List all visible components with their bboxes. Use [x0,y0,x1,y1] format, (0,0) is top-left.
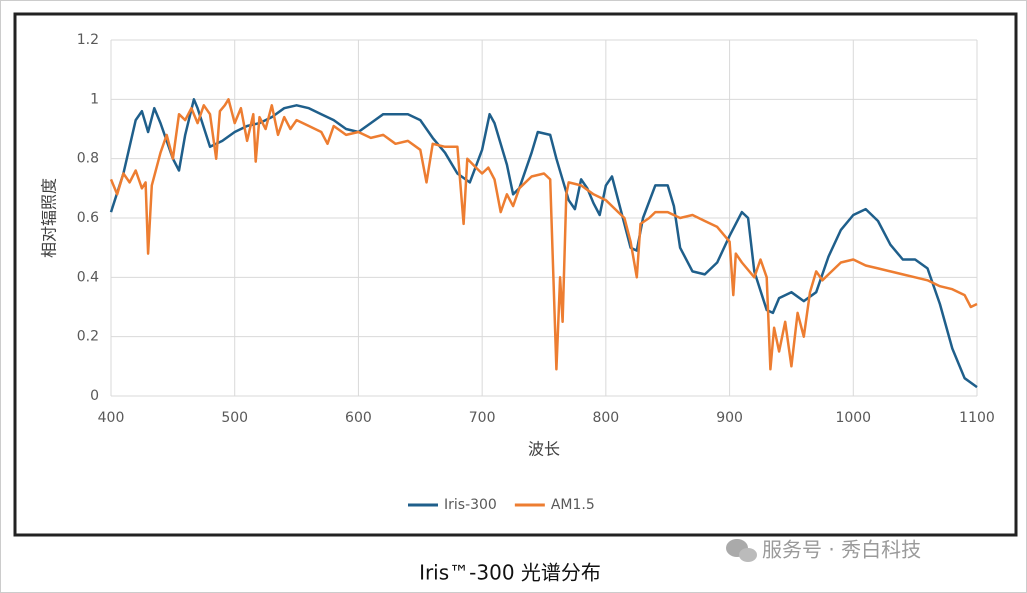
y-tick-label: 0.8 [77,151,99,167]
y-tick-label: 0.2 [77,329,99,345]
watermark-icon [726,539,757,562]
y-tick-label: 0.6 [77,210,99,226]
chart-frame [13,12,1018,537]
plot-area: 0 0.2 0.4 0.6 0.8 1 1.2 400 500 600 700 800 900 1000 1… [77,32,995,513]
x-tick-label: 1100 [959,410,995,426]
x-tick-label: 700 [469,410,496,426]
legend-label: AM1.5 [551,497,595,513]
x-tick-label: 500 [221,410,248,426]
y-tick-label: 1 [90,91,99,107]
line-series [109,98,978,371]
legend-label: Iris-300 [444,497,497,513]
y-axis-label: 相对辐照度 [40,178,59,258]
x-tick-label: 900 [716,410,743,426]
y-tick-label: 0 [90,388,99,404]
y-tick-label: 1.2 [77,32,99,48]
x-tick-label: 600 [345,410,372,426]
watermark: 服务号 · 秀白科技 [762,538,921,562]
x-tick-label: 400 [98,410,125,426]
x-axis-label: 波长 [528,440,560,459]
y-tick-label: 0.4 [77,269,99,285]
line-series [109,98,978,389]
x-tick-label: 800 [592,410,619,426]
x-tick-label: 1000 [835,410,871,426]
caption: Iris™-300 光谱分布 [419,561,601,585]
